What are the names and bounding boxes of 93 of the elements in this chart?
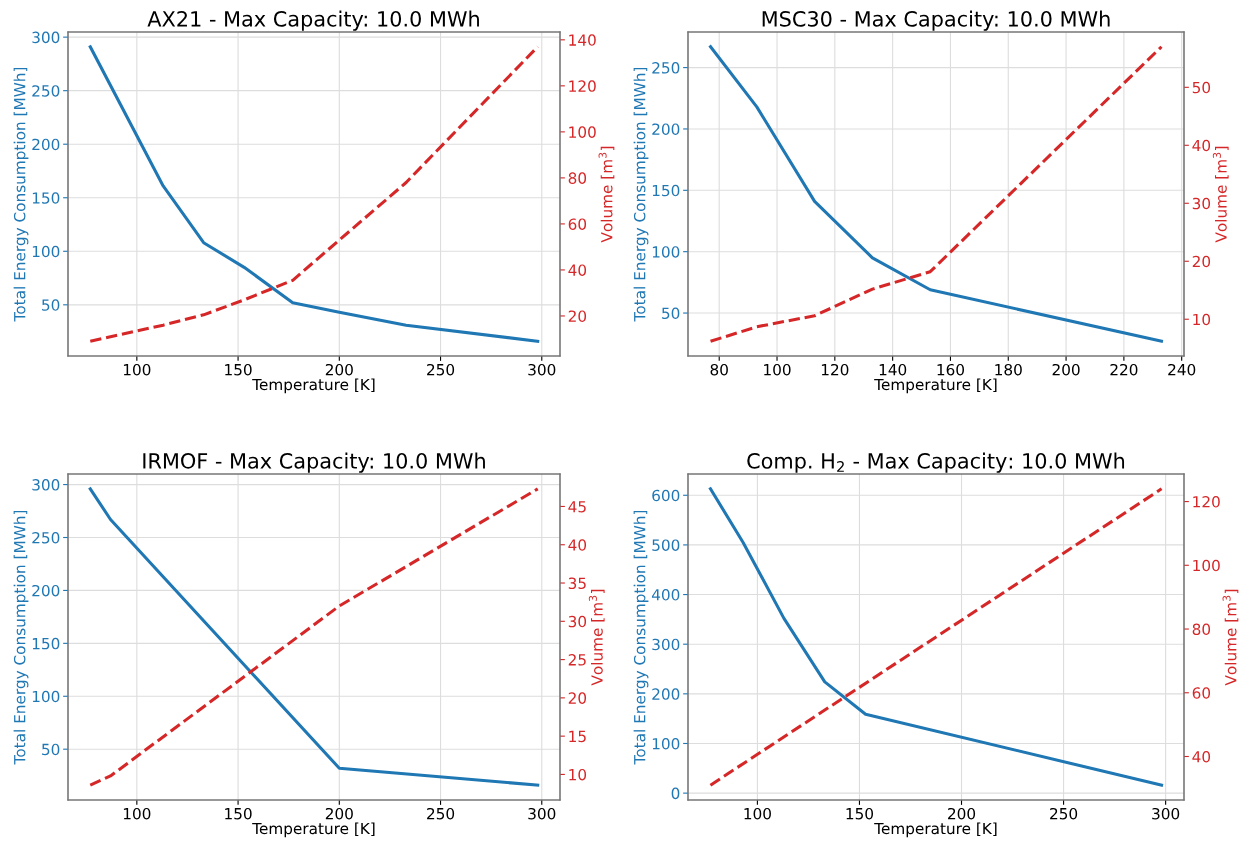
y-tick-label: 400 (651, 589, 680, 601)
y2-tick-label: 15 (569, 730, 586, 743)
y-tick-label: 300 (32, 31, 60, 44)
x-tick-label: 240 (1168, 363, 1196, 376)
y-tick-label: 100 (652, 737, 680, 750)
x-tick-label: 250 (427, 363, 455, 376)
x-tick-label: 200 (1052, 363, 1080, 376)
y-tick-label: 50 (42, 299, 60, 311)
y-tick-label: 200 (652, 123, 680, 135)
y2-tick-label: 40 (1192, 750, 1211, 763)
line-series (88, 45, 540, 343)
y-tick-label: 250 (32, 85, 60, 97)
y2-tick-label: 30 (568, 615, 587, 628)
y-axis-title: Total Energy Consumption [MWh] (13, 67, 29, 322)
x-tick-label: 100 (744, 807, 771, 820)
x-tick-label: 150 (846, 807, 874, 820)
y2-tick-label: 80 (568, 172, 587, 184)
y-tick-label: 0 (671, 787, 680, 800)
y2-tick-label: 50 (1192, 81, 1211, 94)
y2-tick-label: 20 (568, 310, 587, 322)
x-tick-label: 250 (1050, 807, 1078, 820)
line-series (709, 45, 1163, 343)
x-tick-label: 150 (225, 807, 252, 820)
y2-tick-label: 80 (1192, 623, 1211, 636)
x-tick-label: 300 (1152, 807, 1180, 820)
y2-tick-label: 140 (569, 34, 596, 46)
x-tick-label: 200 (325, 807, 353, 820)
y-tick-label: 50 (662, 307, 680, 320)
y-tick-label: 150 (32, 192, 60, 204)
y2-tick-label: 10 (569, 768, 587, 781)
x-tick-label: 180 (995, 363, 1022, 376)
y2-tick-label: 40 (568, 539, 587, 551)
x-tick-label: 100 (123, 807, 151, 820)
y2-axis-title: Volume [m$^{3}$] (598, 146, 615, 243)
y2-tick-label: 25 (568, 654, 586, 666)
y-axis-title: Total Energy Consumption [MWh] (633, 67, 649, 322)
y2-tick-label: 100 (1193, 559, 1220, 572)
y2-tick-label: 60 (568, 218, 587, 230)
x-tick-label: 300 (528, 807, 556, 820)
y-tick-label: 250 (32, 531, 60, 544)
y2-tick-label: 20 (1192, 255, 1211, 268)
line-series (708, 487, 1164, 787)
y2-tick-label: 10 (1193, 313, 1211, 326)
y-tick-label: 100 (652, 246, 680, 258)
y-tick-label: 150 (652, 184, 680, 197)
y2-tick-label: 20 (568, 692, 587, 704)
y2-tick-label: 120 (1193, 496, 1220, 508)
y2-tick-label: 60 (1192, 687, 1211, 699)
y2-tick-label: 30 (1192, 197, 1211, 210)
y-tick-label: 150 (32, 637, 60, 650)
x-axis-title: Temperature [K] (252, 378, 375, 394)
y2-tick-label: 45 (568, 501, 586, 513)
y-tick-label: 100 (32, 245, 60, 258)
x-tick-label: 220 (1110, 363, 1138, 376)
x-axis-title: Temperature [K] (252, 822, 375, 838)
y-tick-label: 100 (32, 690, 60, 703)
y-tick-label: 300 (652, 638, 680, 651)
y2-axis-title: Volume [m$^{3}$] (1212, 146, 1229, 243)
y-tick-label: 200 (32, 584, 60, 597)
y-tick-label: 500 (652, 539, 680, 551)
y2-tick-label: 40 (1192, 139, 1211, 152)
x-tick-label: 100 (764, 363, 791, 376)
y2-axis-title: Volume [m$^{3}$] (588, 589, 605, 686)
y2-tick-label: 100 (569, 126, 596, 138)
y-axis-title: Total Energy Consumption [MWh] (633, 510, 649, 765)
y2-tick-label: 120 (569, 80, 596, 92)
y2-tick-label: 40 (568, 264, 587, 276)
x-tick-label: 160 (937, 363, 965, 376)
x-axis-title: Temperature [K] (874, 822, 997, 838)
y-tick-label: 50 (42, 743, 60, 756)
x-tick-label: 80 (710, 363, 728, 376)
x-axis-title: Temperature [K] (874, 378, 997, 394)
chart-title: MSC30 - Max Capacity: 10.0 MWh (762, 10, 1110, 31)
y2-tick-label: 35 (568, 577, 586, 590)
y2-axis-title: Volume [m$^{3}$] (1222, 589, 1239, 686)
x-tick-label: 120 (821, 363, 849, 376)
x-tick-label: 150 (225, 363, 252, 376)
y-tick-label: 250 (652, 62, 680, 74)
x-tick-label: 100 (123, 363, 151, 376)
y-tick-label: 300 (32, 479, 60, 491)
x-tick-label: 200 (948, 807, 976, 820)
y-tick-label: 200 (32, 138, 60, 151)
y-tick-label: 600 (652, 489, 680, 502)
chart-title: IRMOF - Max Capacity: 10.0 MWh (143, 452, 485, 473)
x-tick-label: 250 (427, 807, 455, 820)
y-axis-title: Total Energy Consumption [MWh] (13, 510, 29, 765)
x-tick-label: 140 (879, 363, 907, 376)
x-tick-label: 300 (528, 363, 556, 376)
line-series (88, 487, 540, 787)
x-tick-label: 200 (325, 363, 353, 376)
y-tick-label: 200 (652, 688, 680, 700)
chart-title: Comp. H$_{2}$ - Max Capacity: 10.0 MWh (747, 452, 1125, 473)
chart-title: AX21 - Max Capacity: 10.0 MWh (147, 10, 479, 31)
